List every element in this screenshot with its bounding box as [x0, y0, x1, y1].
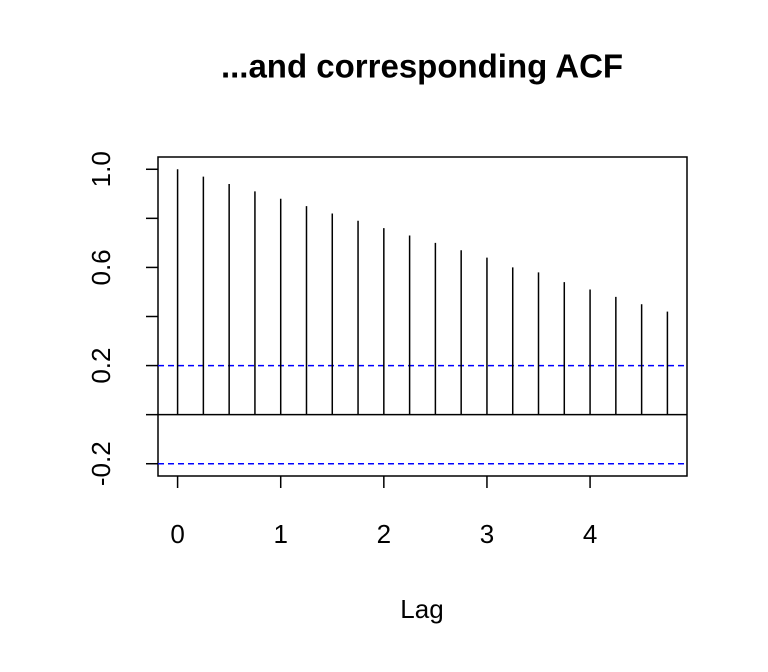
y-tick-label: 0.2 [86, 347, 116, 383]
plot-frame [157, 156, 688, 477]
x-tick-label: 3 [480, 519, 494, 549]
x-tick-label: 4 [583, 519, 597, 549]
y-tick-label: -0.2 [86, 441, 116, 486]
x-tick-label: 0 [170, 519, 184, 549]
y-tick-label: 0.6 [86, 249, 116, 285]
y-tick-label: 1.0 [86, 151, 116, 187]
x-tick-label: 1 [273, 519, 287, 549]
x-tick-label: 2 [377, 519, 391, 549]
chart-title: ...and corresponding ACF [221, 48, 623, 85]
x-axis-label: Lag [400, 594, 443, 624]
